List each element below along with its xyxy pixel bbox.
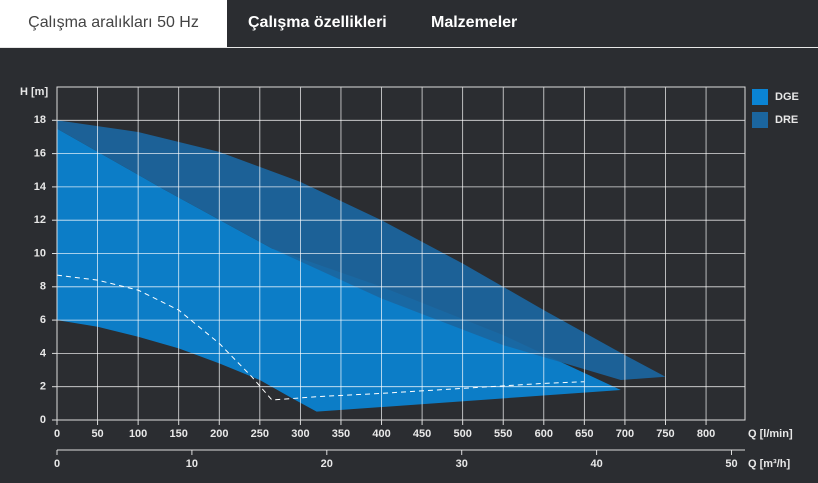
x-tick-label: 300 (291, 428, 309, 440)
y-tick-label: 6 (40, 314, 46, 326)
y-tick-label: 14 (34, 181, 47, 193)
x2-tick-label: 0 (54, 458, 60, 470)
legend-swatch (752, 112, 768, 128)
y-tick-label: 16 (34, 148, 46, 160)
x-tick-label: 50 (91, 428, 103, 440)
x-tick-label: 700 (616, 428, 634, 440)
x-tick-label: 500 (453, 428, 471, 440)
x2-axis-label: Q [m³/h] (748, 458, 790, 470)
y-tick-label: 12 (34, 214, 46, 226)
x-tick-label: 600 (535, 428, 553, 440)
x-tick-label: 650 (575, 428, 593, 440)
tab[interactable]: Çalışma özellikleri (248, 14, 387, 31)
x-tick-label: 750 (656, 428, 674, 440)
tab[interactable]: Çalışma aralıkları 50 Hz (0, 0, 227, 47)
y-tick-label: 0 (40, 414, 46, 426)
x-tick-label: 250 (251, 428, 269, 440)
x-axis-label: Q [l/min] (748, 428, 793, 440)
legend-label: DGE (775, 91, 799, 103)
y-tick-label: 2 (40, 381, 46, 393)
x-tick-label: 100 (129, 428, 147, 440)
area (57, 120, 666, 381)
x2-tick-label: 40 (590, 458, 602, 470)
x-tick-label: 800 (697, 428, 715, 440)
legend-label: DRE (775, 114, 798, 126)
x2-tick-label: 30 (456, 458, 468, 470)
y-tick-label: 8 (40, 281, 46, 293)
x2-tick-label: 20 (321, 458, 333, 470)
x-tick-label: 200 (210, 428, 228, 440)
y-tick-label: 4 (40, 347, 47, 359)
y-tick-label: 10 (34, 247, 46, 259)
dashed-curve (56, 274, 585, 401)
x-tick-label: 400 (372, 428, 390, 440)
tab[interactable]: Malzemeler (431, 14, 518, 31)
legend-swatch (752, 89, 768, 105)
x-tick-label: 150 (170, 428, 188, 440)
x2-tick-label: 50 (725, 458, 737, 470)
area (57, 128, 621, 412)
x-tick-label: 0 (54, 428, 60, 440)
x-tick-label: 350 (332, 428, 350, 440)
y-tick-label: 18 (34, 114, 46, 126)
x-tick-label: 450 (413, 428, 431, 440)
tab-bar: Çalışma aralıkları 50 Hz Çalışma özellik… (0, 0, 818, 48)
y-axis-label: H [m] (20, 86, 48, 98)
x-tick-label: 550 (494, 428, 512, 440)
x2-tick-label: 10 (186, 458, 198, 470)
